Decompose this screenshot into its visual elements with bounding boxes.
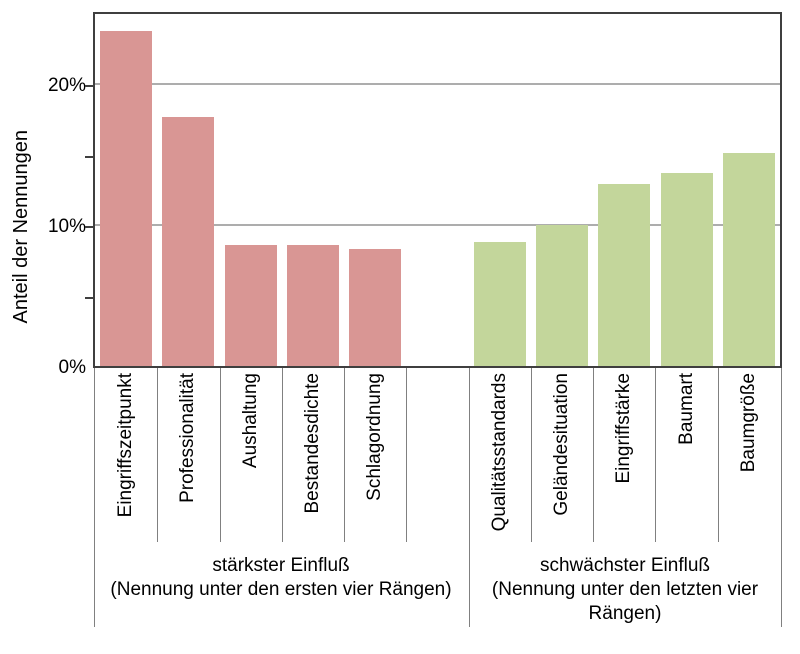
category-separator-8 bbox=[593, 368, 595, 542]
bar-Geländesituation bbox=[536, 225, 589, 366]
category-label-text: Eingriffszeitpunkt bbox=[115, 373, 137, 518]
category-label-Schlagordnung: Schlagordnung bbox=[344, 373, 406, 541]
category-separator-9 bbox=[655, 368, 657, 542]
bar-Baumart bbox=[660, 173, 713, 366]
category-label-Baumgröße: Baumgröße bbox=[718, 373, 780, 541]
group-caption-title: schwächster Einfluß bbox=[539, 555, 710, 576]
category-label-text: Qualitätsstandards bbox=[488, 373, 510, 532]
group-divider-right bbox=[780, 368, 782, 627]
category-label-text: Geländesituation bbox=[551, 373, 573, 516]
y-tick-label-20%: 20% bbox=[47, 75, 86, 97]
y-axis-title-box: Anteil der Nennungen bbox=[6, 97, 36, 357]
group-caption-title: stärkster Einfluß bbox=[212, 555, 350, 576]
category-label-Eingriffstärke: Eingriffstärke bbox=[593, 373, 655, 541]
gridline-10pct bbox=[95, 224, 780, 227]
group-caption-weakest: schwächster Einfluß (Nennung unter den l… bbox=[472, 554, 778, 626]
category-label-Qualitätsstandards: Qualitätsstandards bbox=[469, 373, 531, 541]
axis-tick-15pct bbox=[85, 155, 93, 158]
category-label-Geländesituation: Geländesituation bbox=[531, 373, 593, 541]
category-separator-3 bbox=[281, 368, 283, 542]
group-divider-middle bbox=[468, 368, 470, 627]
category-label-Eingriffszeitpunkt: Eingriffszeitpunkt bbox=[95, 373, 157, 541]
category-label-text: Schlagordnung bbox=[364, 373, 386, 501]
group-caption-strongest: stärkster Einfluß (Nennung unter den ers… bbox=[94, 554, 468, 602]
category-label-Baumart: Baumart bbox=[655, 373, 717, 541]
group-divider-left bbox=[93, 368, 95, 627]
category-separator-2 bbox=[219, 368, 221, 542]
axis-tick-5pct bbox=[85, 296, 93, 299]
gridline-20pct bbox=[95, 83, 780, 86]
bar-Baumgröße bbox=[722, 153, 775, 366]
category-label-Aushaltung: Aushaltung bbox=[220, 373, 282, 541]
y-axis-title: Anteil der Nennungen bbox=[9, 130, 32, 324]
category-label-text: Bestandesdichte bbox=[301, 373, 323, 514]
bar-Bestandesdichte bbox=[286, 244, 339, 366]
category-separator-4 bbox=[344, 368, 346, 542]
axis-tick-20pct bbox=[85, 85, 93, 88]
group-caption-subtitle: (Nennung unter den letzten vier Rängen) bbox=[491, 579, 759, 624]
bar-Eingriffszeitpunkt bbox=[100, 30, 153, 366]
category-label-Bestandesdichte: Bestandesdichte bbox=[282, 373, 344, 541]
bar-Eingriffstärke bbox=[598, 184, 651, 366]
bar-Professionalität bbox=[162, 116, 215, 366]
axis-tick-10pct bbox=[85, 226, 93, 229]
y-tick-label-0%: 0% bbox=[58, 357, 86, 378]
category-label-text: Aushaltung bbox=[239, 373, 261, 469]
category-label-text: Professionalität bbox=[177, 373, 199, 503]
category-label-Professionalität: Professionalität bbox=[157, 373, 219, 541]
category-label-text: Eingriffstärke bbox=[613, 373, 635, 484]
bar-Schlagordnung bbox=[349, 249, 402, 366]
category-separator-7 bbox=[530, 368, 532, 542]
group-caption-subtitle: (Nennung unter den ersten vier Rängen) bbox=[110, 579, 452, 600]
category-label-text: Baumart bbox=[675, 373, 697, 445]
bar-Aushaltung bbox=[224, 244, 277, 366]
category-separator-5 bbox=[406, 368, 408, 542]
bar-Qualitätsstandards bbox=[473, 242, 526, 366]
y-tick-label-10%: 10% bbox=[47, 216, 86, 238]
category-separator-10 bbox=[717, 368, 719, 542]
plot-area bbox=[93, 12, 782, 368]
category-separator-1 bbox=[157, 368, 159, 542]
category-label-text: Baumgröße bbox=[737, 373, 759, 473]
